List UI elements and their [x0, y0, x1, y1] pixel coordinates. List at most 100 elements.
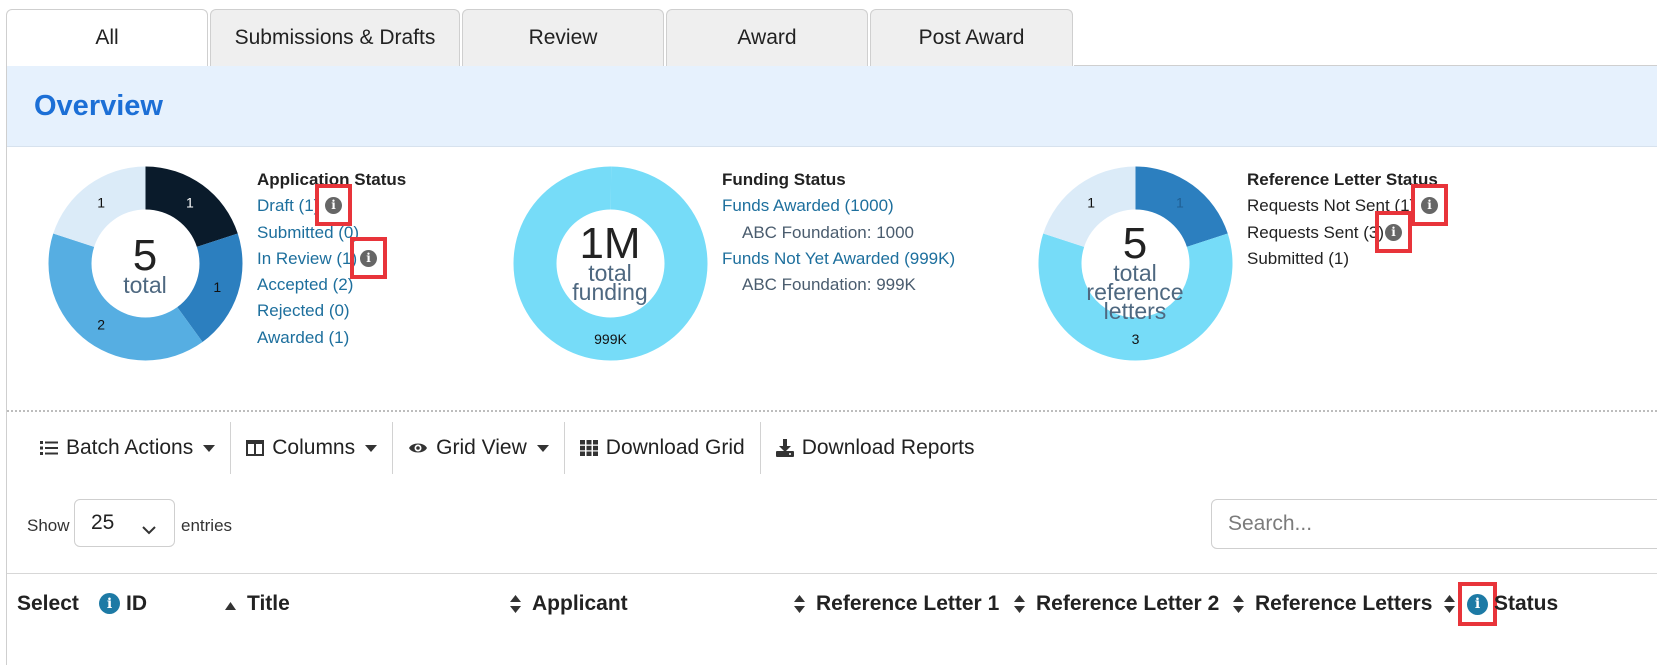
grid-view-label: Grid View: [436, 436, 527, 459]
segment-value-label: 1: [97, 194, 105, 210]
status-draft-link[interactable]: Draft (1): [257, 196, 320, 216]
column-select: Select: [17, 592, 79, 615]
requests-sent: Requests Sent (3): [1247, 222, 1385, 242]
info-icon: i: [360, 249, 377, 267]
in-review-info-highlight[interactable]: i: [350, 237, 387, 279]
download-reports-button[interactable]: Download Reports: [761, 422, 990, 474]
application-total-label: total: [123, 272, 167, 298]
download-grid-button[interactable]: Download Grid: [565, 422, 761, 474]
segment-value-label: 3: [1132, 331, 1140, 347]
status-accepted-link[interactable]: Accepted (2): [257, 275, 354, 295]
sort-icon[interactable]: [510, 594, 521, 619]
application-total-value: 5: [132, 231, 158, 280]
show-label: Show: [27, 516, 70, 535]
sort-icon[interactable]: [1014, 594, 1025, 619]
donut-segment: [513, 166, 708, 361]
segment-value-label: 999K: [594, 331, 627, 347]
sort-icon[interactable]: [794, 594, 805, 619]
grid-view-button[interactable]: Grid View: [393, 422, 565, 474]
requests-not-sent: Requests Not Sent (1): [1247, 196, 1416, 216]
tab-review[interactable]: Review: [462, 9, 664, 66]
column-reference-letter-2[interactable]: Reference Letter 2: [1036, 592, 1220, 615]
column-reference-letters[interactable]: Reference Letters: [1255, 592, 1433, 615]
application-total: 5 total: [95, 231, 195, 298]
overview-title: Overview: [34, 90, 163, 122]
info-icon: i: [325, 196, 342, 214]
funds-awarded-link[interactable]: Funds Awarded (1000): [722, 196, 894, 216]
reference-submitted: Submitted (1): [1247, 248, 1350, 268]
donut-segment: [610, 166, 612, 210]
column-applicant[interactable]: Applicant: [532, 592, 628, 615]
funding-status-heading: Funding Status: [722, 170, 846, 189]
tab-post-award[interactable]: Post Award: [870, 9, 1073, 66]
sort-icon[interactable]: [1444, 594, 1455, 619]
grid-icon: [579, 440, 598, 456]
reference-total: 5 total reference letters: [1085, 219, 1185, 324]
tab-award[interactable]: Award: [666, 9, 868, 66]
reference-status-list: Reference Letter Status Requests Not Sen…: [1247, 167, 1438, 272]
info-icon: i: [1467, 593, 1488, 615]
funding-total-label-2: funding: [572, 279, 648, 305]
status-info-highlight[interactable]: i: [1458, 582, 1497, 626]
entries-label: entries: [181, 516, 233, 535]
download-icon: [775, 439, 794, 457]
caret-down-icon: [203, 444, 216, 452]
funds-awarded-detail: ABC Foundation: 1000: [742, 222, 915, 242]
tab-all[interactable]: All: [6, 9, 208, 66]
donut-segment: [1135, 166, 1228, 247]
batch-actions-button[interactable]: Batch Actions: [27, 422, 232, 474]
reference-status-heading: Reference Letter Status: [1247, 170, 1438, 189]
application-status-list: Application Status Draft (1) Submitted (…: [257, 167, 406, 351]
column-status[interactable]: Status: [1494, 592, 1559, 615]
column-reference-letter-1[interactable]: Reference Letter 1: [816, 592, 1000, 615]
search-input[interactable]: [1211, 499, 1657, 549]
application-status-heading: Application Status: [257, 170, 407, 189]
chevron-down-icon: [142, 517, 156, 541]
grid-toolbar: Batch Actions Columns Grid View Download…: [27, 422, 989, 474]
reference-total-value: 5: [1122, 219, 1148, 268]
donut-segment: [145, 166, 238, 247]
funding-total-label-1: total: [588, 260, 632, 286]
batch-actions-label: Batch Actions: [66, 436, 194, 459]
page-size-value: 25: [91, 511, 115, 534]
column-id[interactable]: ID: [126, 592, 147, 615]
table-header-border: [7, 573, 1657, 574]
donut-segment: [53, 166, 146, 247]
reference-letter-donut: 1 3 1: [1038, 166, 1233, 361]
columns-button[interactable]: Columns: [231, 422, 394, 474]
status-rejected-link[interactable]: Rejected (0): [257, 301, 350, 321]
draft-info-highlight[interactable]: i: [315, 184, 352, 226]
funding-total-value: 1M: [579, 219, 641, 268]
columns-label: Columns: [272, 436, 356, 459]
caret-down-icon: [365, 444, 378, 452]
requests-sent-info-highlight[interactable]: i: [1375, 211, 1412, 253]
status-submitted-link[interactable]: Submitted (0): [257, 222, 360, 242]
column-title[interactable]: Title: [247, 592, 290, 615]
funding-total: 1M total funding: [560, 219, 660, 305]
section-divider: [7, 410, 1657, 412]
segment-value-label: 1: [1176, 194, 1184, 210]
segment-value-label: 2: [97, 317, 105, 333]
funds-not-awarded-detail: ABC Foundation: 999K: [742, 275, 916, 295]
id-info-icon[interactable]: i: [99, 593, 120, 614]
tab-bar: All Submissions & Drafts Review Award Po…: [6, 9, 1075, 66]
funding-status-donut: 1000999K: [513, 166, 708, 361]
status-awarded-link[interactable]: Awarded (1): [257, 327, 350, 347]
tab-divider: [1074, 65, 1657, 66]
page-size-select[interactable]: 25: [74, 499, 175, 547]
reference-total-label-3: letters: [1103, 298, 1167, 324]
donut-segment: [1038, 233, 1233, 361]
info-icon: i: [1421, 196, 1438, 214]
sort-asc-icon[interactable]: [225, 598, 236, 616]
segment-value-label: 1: [1087, 194, 1095, 210]
funding-status-list: Funding Status Funds Awarded (1000) ABC …: [722, 167, 955, 298]
sort-icon[interactable]: [1233, 594, 1244, 619]
eye-icon: [408, 441, 428, 455]
segment-value-label: 1: [213, 279, 221, 295]
status-in-review-link[interactable]: In Review (1): [257, 248, 358, 268]
tab-submissions-drafts[interactable]: Submissions & Drafts: [210, 9, 460, 66]
segment-value-label: 1: [186, 194, 194, 210]
reference-total-label-2: reference: [1086, 279, 1184, 305]
requests-not-sent-info-highlight[interactable]: i: [1411, 184, 1448, 226]
funds-not-awarded-link[interactable]: Funds Not Yet Awarded (999K): [722, 248, 956, 268]
